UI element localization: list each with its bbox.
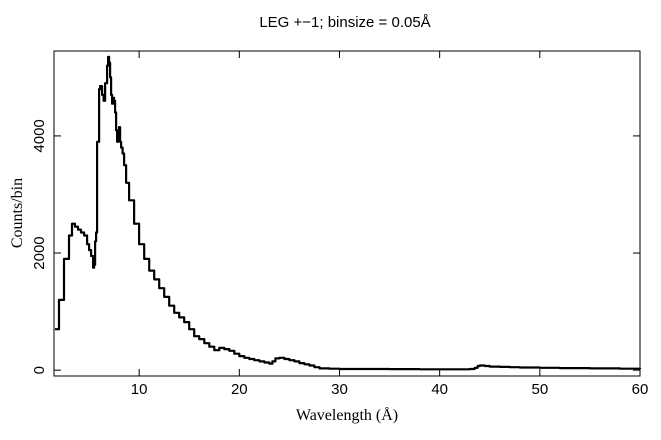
y-axis-ticks: 0 2000 4000: [31, 119, 640, 374]
y-tick-label: 4000: [31, 119, 48, 152]
x-tick-label: 60: [632, 381, 649, 398]
y-axis-label: Counts/bin: [9, 178, 26, 248]
x-axis-label: Wavelength (Å): [296, 406, 398, 424]
plot-frame: [53, 50, 641, 377]
series-line-0: [55, 55, 642, 371]
series-layer: [55, 55, 642, 371]
x-axis-ticks: 10 20 30 40 50 60: [131, 51, 649, 398]
x-tick-label: 30: [331, 381, 348, 398]
x-tick-label: 10: [131, 381, 148, 398]
y-tick-label: 0: [31, 366, 48, 374]
x-tick-label: 40: [431, 381, 448, 398]
x-tick-label: 50: [531, 381, 548, 398]
chart-title: LEG +−1; binsize = 0.05Å: [259, 14, 430, 31]
x-tick-label: 20: [231, 381, 248, 398]
y-tick-label: 2000: [31, 236, 48, 269]
